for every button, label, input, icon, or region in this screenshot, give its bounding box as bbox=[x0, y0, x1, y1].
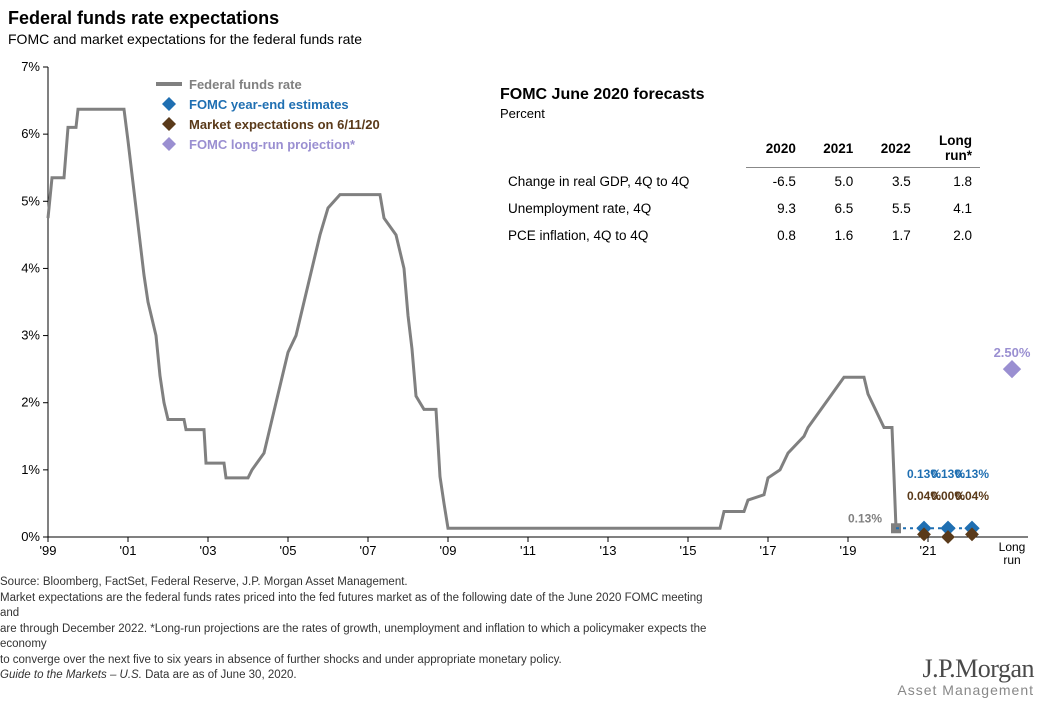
svg-text:7%: 7% bbox=[21, 59, 40, 74]
svg-text:'15: '15 bbox=[680, 543, 697, 558]
svg-text:'01: '01 bbox=[120, 543, 137, 558]
svg-text:0%: 0% bbox=[21, 529, 40, 544]
table-header: 2021 bbox=[804, 129, 861, 168]
legend-swatch bbox=[155, 116, 183, 132]
table-cell: PCE inflation, 4Q to 4Q bbox=[500, 222, 746, 249]
table-cell: 6.5 bbox=[804, 195, 861, 222]
page-subtitle: FOMC and market expectations for the fed… bbox=[8, 31, 1046, 47]
svg-text:'17: '17 bbox=[760, 543, 777, 558]
table-cell: 5.0 bbox=[804, 168, 861, 196]
legend-swatch bbox=[155, 136, 183, 152]
svg-text:'09: '09 bbox=[440, 543, 457, 558]
footnote-line: are through December 2022. *Long-run pro… bbox=[0, 622, 720, 653]
table-row: Change in real GDP, 4Q to 4Q-6.55.03.51.… bbox=[500, 168, 980, 196]
legend-item: FOMC year-end estimates bbox=[155, 94, 380, 114]
svg-text:0.13%: 0.13% bbox=[848, 511, 882, 525]
table-cell: 1.7 bbox=[861, 222, 918, 249]
legend: Federal funds rate FOMC year-end estimate… bbox=[155, 74, 380, 154]
table-cell: Unemployment rate, 4Q bbox=[500, 195, 746, 222]
svg-text:'03: '03 bbox=[200, 543, 217, 558]
legend-item: Market expectations on 6/11/20 bbox=[155, 114, 380, 134]
svg-text:'13: '13 bbox=[600, 543, 617, 558]
svg-text:5%: 5% bbox=[21, 193, 40, 208]
legend-item: Federal funds rate bbox=[155, 74, 380, 94]
table-cell: 1.6 bbox=[804, 222, 861, 249]
table-cell: Change in real GDP, 4Q to 4Q bbox=[500, 168, 746, 196]
legend-label: Federal funds rate bbox=[189, 77, 302, 92]
page-title: Federal funds rate expectations bbox=[8, 8, 1046, 29]
svg-text:4%: 4% bbox=[21, 260, 40, 275]
forecast-data-table: 202020212022Longrun*Change in real GDP, … bbox=[500, 129, 980, 249]
legend-label: FOMC year-end estimates bbox=[189, 97, 349, 112]
svg-text:'05: '05 bbox=[280, 543, 297, 558]
svg-text:Long: Long bbox=[999, 540, 1026, 554]
table-header: 2022 bbox=[861, 129, 918, 168]
table-header: Longrun* bbox=[919, 129, 980, 168]
svg-text:0.13%: 0.13% bbox=[955, 467, 989, 481]
svg-text:3%: 3% bbox=[21, 328, 40, 343]
table-cell: 5.5 bbox=[861, 195, 918, 222]
svg-text:2%: 2% bbox=[21, 395, 40, 410]
svg-text:1%: 1% bbox=[21, 462, 40, 477]
table-cell: -6.5 bbox=[746, 168, 803, 196]
svg-text:6%: 6% bbox=[21, 126, 40, 141]
logo-sub: Asset Management bbox=[897, 682, 1034, 698]
forecast-table: FOMC June 2020 forecasts Percent 2020202… bbox=[500, 86, 980, 249]
svg-text:'21: '21 bbox=[920, 543, 937, 558]
footnote-line: to converge over the next five to six ye… bbox=[0, 653, 720, 669]
logo: J.P.Morgan Asset Management bbox=[897, 654, 1034, 698]
svg-text:2.50%: 2.50% bbox=[994, 345, 1031, 360]
svg-text:'19: '19 bbox=[840, 543, 857, 558]
table-cell: 3.5 bbox=[861, 168, 918, 196]
svg-text:'99: '99 bbox=[40, 543, 57, 558]
svg-text:'07: '07 bbox=[360, 543, 377, 558]
legend-label: Market expectations on 6/11/20 bbox=[189, 117, 380, 132]
table-cell: 0.8 bbox=[746, 222, 803, 249]
legend-swatch bbox=[155, 96, 183, 112]
table-cell: 2.0 bbox=[919, 222, 980, 249]
forecast-subtitle: Percent bbox=[500, 106, 980, 121]
footnote: Source: Bloomberg, FactSet, Federal Rese… bbox=[0, 575, 720, 684]
logo-main: J.P.Morgan bbox=[897, 654, 1034, 684]
legend-item: FOMC long-run projection* bbox=[155, 134, 380, 154]
legend-swatch bbox=[155, 79, 183, 89]
footnote-line: Source: Bloomberg, FactSet, Federal Rese… bbox=[0, 575, 720, 591]
legend-label: FOMC long-run projection* bbox=[189, 137, 355, 152]
table-header bbox=[500, 129, 746, 168]
table-cell: 9.3 bbox=[746, 195, 803, 222]
svg-text:0.04%: 0.04% bbox=[955, 489, 989, 503]
table-row: PCE inflation, 4Q to 4Q0.81.61.72.0 bbox=[500, 222, 980, 249]
forecast-title: FOMC June 2020 forecasts bbox=[500, 86, 980, 104]
table-cell: 4.1 bbox=[919, 195, 980, 222]
svg-text:run: run bbox=[1003, 553, 1020, 567]
table-row: Unemployment rate, 4Q9.36.55.54.1 bbox=[500, 195, 980, 222]
table-cell: 1.8 bbox=[919, 168, 980, 196]
table-header: 2020 bbox=[746, 129, 803, 168]
footnote-line: Market expectations are the federal fund… bbox=[0, 591, 720, 622]
footnote-line: Guide to the Markets – U.S. Data are as … bbox=[0, 668, 720, 684]
svg-text:'11: '11 bbox=[520, 543, 536, 558]
